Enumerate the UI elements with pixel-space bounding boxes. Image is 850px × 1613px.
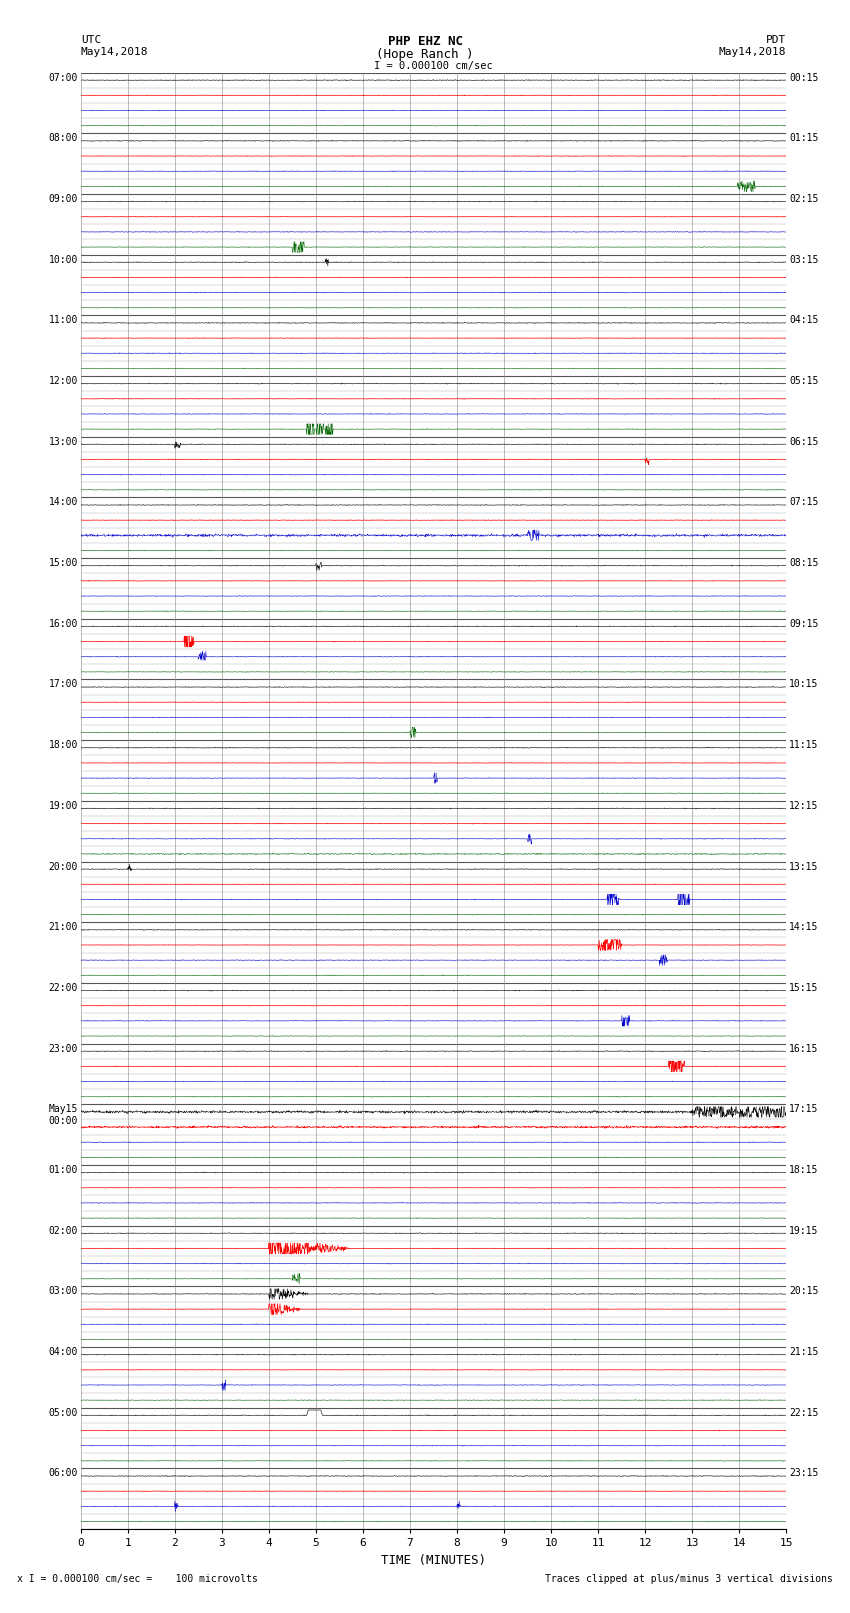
Text: PDT: PDT	[766, 35, 786, 45]
Text: UTC: UTC	[81, 35, 101, 45]
Text: PHP EHZ NC: PHP EHZ NC	[388, 35, 462, 48]
Text: Traces clipped at plus/minus 3 vertical divisions: Traces clipped at plus/minus 3 vertical …	[545, 1574, 833, 1584]
Text: May14,2018: May14,2018	[81, 47, 148, 56]
Text: I = 0.000100 cm/sec: I = 0.000100 cm/sec	[374, 61, 493, 71]
Text: x I = 0.000100 cm/sec =    100 microvolts: x I = 0.000100 cm/sec = 100 microvolts	[17, 1574, 258, 1584]
Text: May14,2018: May14,2018	[719, 47, 786, 56]
Text: (Hope Ranch ): (Hope Ranch )	[377, 48, 473, 61]
X-axis label: TIME (MINUTES): TIME (MINUTES)	[381, 1553, 486, 1566]
